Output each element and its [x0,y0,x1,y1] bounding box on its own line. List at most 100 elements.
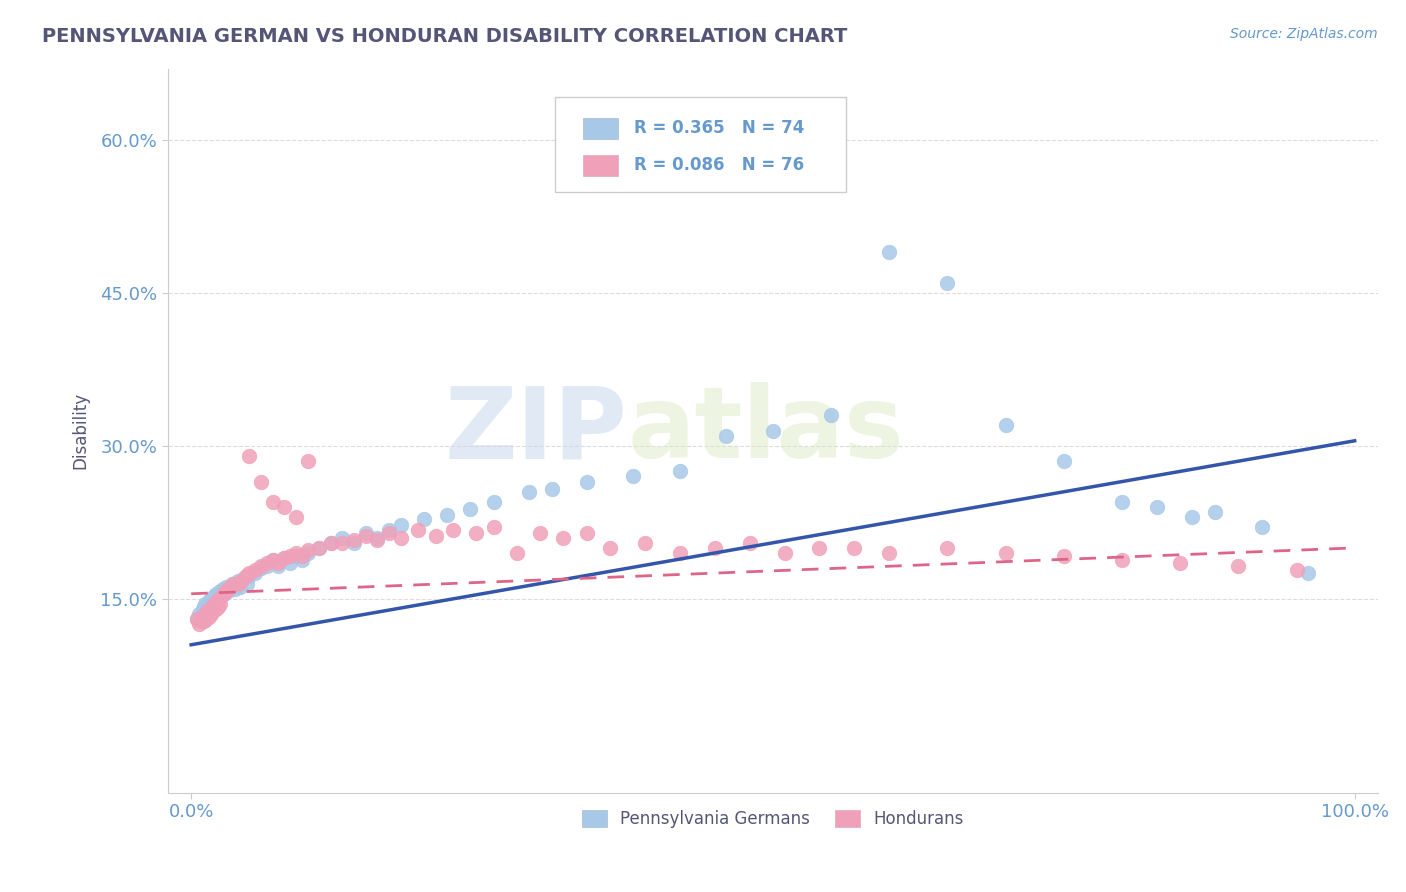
Point [211,582,233,596]
Point [238,566,260,581]
Point [218,580,240,594]
Point [208,590,231,604]
Point [994,418,1017,433]
Point [808,541,831,555]
Point [332,535,354,549]
Point [1168,556,1191,570]
Y-axis label: Disability: Disability [72,392,89,469]
Point [634,535,657,549]
Point [197,602,219,616]
Point [291,549,314,563]
Point [366,531,388,545]
Point [194,607,217,622]
Point [553,531,575,545]
Point [211,587,233,601]
Point [425,528,447,542]
Point [1111,495,1133,509]
Point [406,523,429,537]
Text: atlas: atlas [627,382,904,479]
Point [291,553,314,567]
Point [195,604,218,618]
Point [262,553,284,567]
Point [186,612,208,626]
Point [256,556,278,570]
Point [208,591,231,606]
Point [224,582,246,596]
Point [1181,510,1204,524]
Point [190,615,212,629]
Point [1296,566,1319,581]
Point [1053,454,1076,468]
Point [209,583,232,598]
Point [319,535,342,549]
Text: R = 0.365   N = 74: R = 0.365 N = 74 [634,120,804,137]
Point [540,482,562,496]
Point [238,569,260,583]
Point [238,449,260,463]
Point [517,484,540,499]
Point [232,572,254,586]
Point [575,525,598,540]
Point [273,551,295,566]
Point [262,553,284,567]
Point [212,587,235,601]
Point [354,528,377,542]
Point [378,525,401,540]
Point [844,541,866,555]
Point [243,563,266,577]
Point [284,546,307,560]
Point [221,576,243,591]
Point [621,469,644,483]
Point [226,574,249,588]
Point [198,598,221,612]
Point [200,607,222,622]
Point [460,502,482,516]
Point [217,583,239,598]
Point [877,546,900,560]
Point [389,531,412,545]
Point [994,546,1017,560]
Point [669,546,692,560]
Point [308,541,330,555]
Point [267,559,290,574]
Point [226,576,249,591]
Point [231,574,253,588]
Text: ZIP: ZIP [444,382,627,479]
Point [506,546,529,560]
Point [436,508,458,523]
Point [308,541,330,555]
Point [820,409,842,423]
Point [188,617,211,632]
Point [197,594,219,608]
Point [243,566,266,581]
FancyBboxPatch shape [583,118,619,139]
Point [1204,505,1226,519]
Point [193,615,215,629]
Point [209,588,232,602]
Point [250,559,273,574]
Point [703,541,725,555]
Point [482,520,505,534]
Point [205,591,228,606]
FancyBboxPatch shape [555,97,845,192]
Point [250,561,273,575]
Point [191,604,214,618]
Point [354,525,377,540]
Point [204,597,226,611]
Point [229,580,252,594]
Legend: Pennsylvania Germans, Hondurans: Pennsylvania Germans, Hondurans [575,804,970,835]
Point [1250,520,1272,534]
Point [186,612,208,626]
Point [204,602,226,616]
Point [1111,553,1133,567]
Point [389,518,412,533]
Point [284,510,307,524]
Point [215,583,238,598]
Point [262,495,284,509]
Point [343,535,366,549]
Point [465,525,488,540]
Point [599,541,621,555]
Point [936,541,959,555]
Point [205,594,228,608]
Point [250,475,273,489]
